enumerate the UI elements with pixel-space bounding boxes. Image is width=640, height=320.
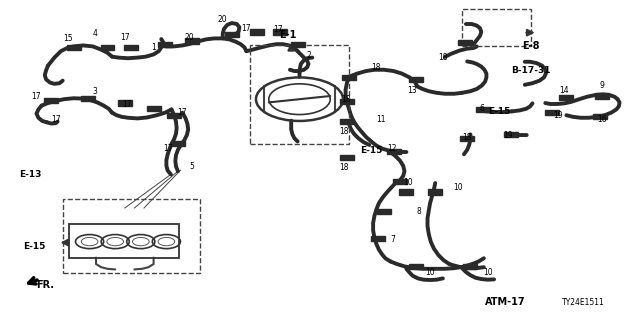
Text: 12: 12 bbox=[388, 144, 397, 153]
Bar bbox=[428, 189, 442, 195]
Text: FR.: FR. bbox=[36, 280, 54, 290]
Bar bbox=[171, 141, 185, 146]
Text: 20: 20 bbox=[184, 33, 195, 42]
Text: 17: 17 bbox=[273, 25, 283, 34]
Bar bbox=[44, 98, 58, 103]
Text: 9: 9 bbox=[599, 81, 604, 90]
Bar bbox=[409, 77, 423, 82]
Bar bbox=[342, 75, 356, 80]
Text: 10: 10 bbox=[403, 178, 413, 187]
Text: 18: 18 bbox=[341, 95, 350, 104]
Text: 18: 18 bbox=[371, 63, 380, 72]
Bar bbox=[81, 96, 95, 101]
Bar bbox=[69, 224, 179, 258]
Bar bbox=[393, 179, 407, 184]
Text: 7: 7 bbox=[390, 235, 395, 244]
Text: 17: 17 bbox=[163, 144, 173, 153]
Bar bbox=[460, 136, 474, 141]
Bar bbox=[67, 45, 81, 50]
Text: E-15: E-15 bbox=[488, 108, 510, 116]
Text: 6: 6 bbox=[479, 104, 484, 113]
Text: 18: 18 bbox=[438, 53, 447, 62]
Text: 10: 10 bbox=[425, 268, 435, 277]
Text: ATM-17: ATM-17 bbox=[485, 297, 526, 308]
Text: 1: 1 bbox=[151, 43, 156, 52]
Bar bbox=[340, 99, 354, 104]
Text: 10: 10 bbox=[483, 268, 493, 277]
Bar bbox=[124, 45, 138, 50]
Bar bbox=[250, 45, 349, 144]
Bar bbox=[377, 209, 391, 214]
Text: 15: 15 bbox=[63, 34, 74, 43]
Text: 5: 5 bbox=[189, 162, 195, 171]
Bar bbox=[545, 110, 559, 115]
Bar bbox=[399, 189, 413, 195]
Bar bbox=[387, 149, 401, 154]
Bar bbox=[340, 119, 354, 124]
Bar bbox=[147, 106, 161, 111]
Text: 14: 14 bbox=[559, 86, 570, 95]
Text: 18: 18 bbox=[339, 164, 348, 172]
Text: 17: 17 bbox=[31, 92, 42, 101]
Text: 17: 17 bbox=[51, 115, 61, 124]
Bar bbox=[458, 40, 472, 45]
Bar bbox=[463, 264, 477, 269]
Text: 19: 19 bbox=[553, 111, 563, 120]
Bar bbox=[63, 199, 200, 273]
Text: 3: 3 bbox=[92, 87, 97, 96]
Bar bbox=[476, 107, 490, 112]
Bar bbox=[559, 95, 573, 100]
Bar bbox=[273, 29, 287, 35]
Text: 18: 18 bbox=[339, 127, 348, 136]
Bar bbox=[291, 42, 305, 47]
Text: 17: 17 bbox=[241, 24, 252, 33]
Bar bbox=[118, 100, 132, 106]
Text: 17: 17 bbox=[120, 33, 131, 42]
Text: 20: 20 bbox=[217, 15, 227, 24]
Text: 4: 4 bbox=[92, 29, 97, 38]
Bar bbox=[504, 132, 518, 137]
Text: 11: 11 bbox=[376, 116, 385, 124]
Bar bbox=[593, 114, 607, 119]
Text: E-13: E-13 bbox=[19, 170, 41, 179]
Bar bbox=[158, 42, 172, 47]
Bar bbox=[340, 155, 354, 160]
Bar bbox=[185, 38, 199, 44]
Text: 8: 8 bbox=[417, 207, 422, 216]
Bar bbox=[100, 45, 115, 50]
Bar bbox=[225, 32, 239, 37]
Text: E-1: E-1 bbox=[279, 30, 297, 40]
Text: TY24E1511: TY24E1511 bbox=[563, 298, 605, 307]
Text: 17: 17 bbox=[177, 108, 188, 117]
Text: B-17-31: B-17-31 bbox=[511, 66, 551, 75]
Bar bbox=[371, 236, 385, 241]
Text: 18: 18 bbox=[463, 133, 472, 142]
Text: 2: 2 bbox=[307, 51, 312, 60]
Text: 10: 10 bbox=[452, 183, 463, 192]
Text: 19: 19 bbox=[502, 131, 513, 140]
Text: 17: 17 bbox=[122, 100, 132, 109]
Bar bbox=[462, 9, 531, 46]
Bar bbox=[409, 264, 423, 269]
Text: 16: 16 bbox=[596, 115, 607, 124]
Bar bbox=[595, 93, 609, 99]
Text: E-15: E-15 bbox=[360, 146, 382, 155]
Text: E-15: E-15 bbox=[23, 242, 45, 251]
Bar bbox=[167, 113, 181, 118]
Text: E-8: E-8 bbox=[522, 41, 540, 52]
Text: 13: 13 bbox=[406, 86, 417, 95]
Bar bbox=[250, 29, 264, 35]
